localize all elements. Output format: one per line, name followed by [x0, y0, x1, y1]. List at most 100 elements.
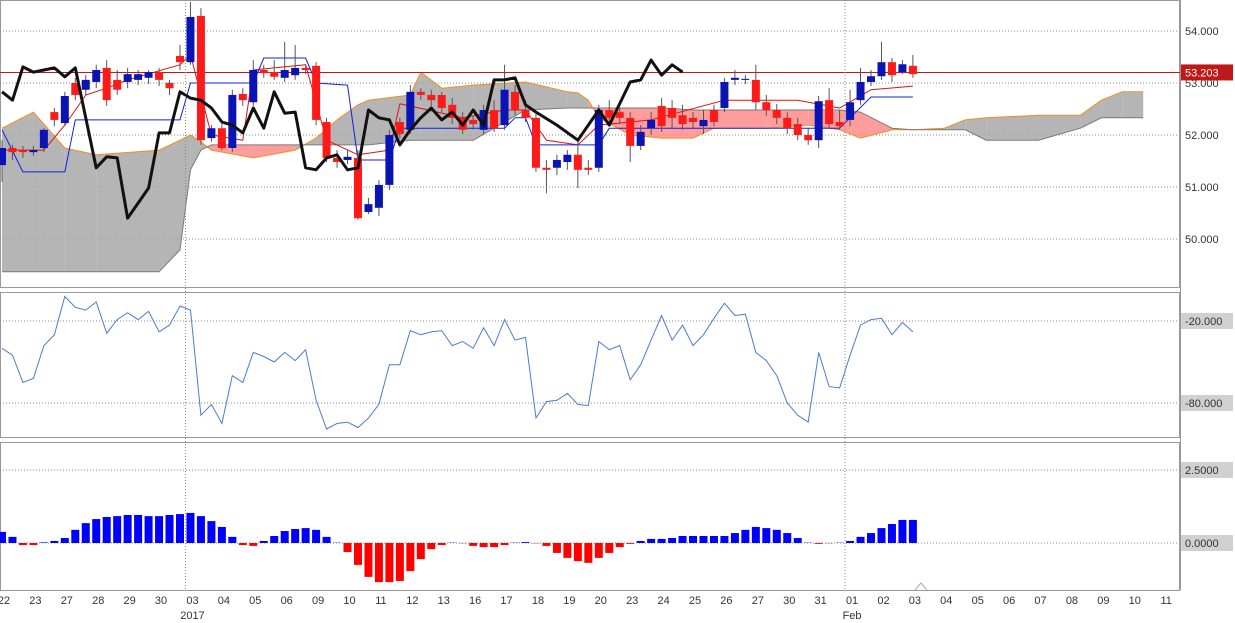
candle-body — [647, 119, 656, 129]
bar — [479, 542, 488, 548]
candle-body — [772, 110, 781, 118]
bar — [887, 524, 896, 543]
bar — [856, 536, 865, 543]
cloud-span-line — [1, 71, 1144, 159]
bar — [406, 542, 415, 572]
bar — [730, 533, 739, 543]
bar — [678, 535, 687, 543]
x-tick-label: 12 — [406, 595, 418, 607]
bar — [594, 542, 603, 558]
candle-body — [720, 81, 729, 108]
x-tick-label: 29 — [124, 595, 136, 607]
candle-body — [814, 101, 823, 141]
candle-body — [39, 129, 48, 148]
cloud-fill — [808, 110, 840, 130]
bar — [238, 542, 247, 546]
cloud-fill — [1080, 100, 1102, 129]
candle-body — [594, 110, 603, 168]
y-tick-box — [1181, 313, 1233, 329]
panel — [1, 295, 914, 430]
candle-body — [835, 121, 844, 127]
bar — [134, 514, 143, 543]
panel — [0, 512, 917, 583]
bar — [18, 542, 27, 546]
x-tick-label: 11 — [1160, 595, 1171, 607]
x-tick-label: 25 — [689, 595, 701, 607]
cloud-fill — [2, 112, 34, 272]
candle-body — [175, 55, 184, 63]
bar — [207, 521, 216, 543]
cloud-fill — [567, 91, 578, 108]
x-tick-label: 30 — [783, 595, 795, 607]
x-sublabel: 2017 — [180, 610, 204, 622]
candle-body — [469, 119, 478, 125]
last-price-label: 53.203 — [1185, 67, 1219, 79]
bar — [615, 542, 624, 548]
candle-body — [270, 72, 279, 77]
x-tick-label: 06 — [1003, 595, 1015, 607]
x-tick-label: 16 — [469, 595, 481, 607]
x-tick-label: 22 — [0, 595, 10, 607]
x-tick-label: 18 — [532, 595, 544, 607]
bar — [898, 519, 907, 543]
bar — [689, 535, 698, 543]
candle-body — [751, 79, 760, 103]
y-tick-label: -80.000 — [1185, 398, 1222, 410]
candle-body — [113, 79, 122, 90]
cloud-fill — [577, 92, 589, 108]
panel-frame — [0, 292, 1180, 438]
bar — [793, 538, 802, 543]
cloud-fill — [337, 104, 358, 145]
candle-body — [102, 67, 111, 101]
candle-body — [730, 77, 739, 80]
scroll-marker — [914, 582, 928, 591]
bar — [772, 529, 781, 543]
bar — [39, 542, 48, 543]
candle-body — [196, 15, 205, 141]
candle-body — [490, 110, 499, 129]
candle-body — [165, 82, 174, 89]
x-tick-label: 09 — [312, 595, 324, 607]
bar — [291, 528, 300, 543]
candle-body — [877, 62, 886, 77]
candle-body — [228, 94, 237, 148]
bar — [228, 536, 237, 543]
bar — [102, 517, 111, 543]
bar — [385, 542, 394, 583]
candle-body — [71, 82, 80, 95]
bar — [490, 542, 499, 548]
cloud-fill — [190, 134, 201, 170]
candle-body — [887, 62, 896, 76]
candle-body — [898, 64, 907, 73]
candle-body — [50, 112, 59, 120]
candle-body — [563, 154, 572, 163]
candle-body — [668, 107, 677, 118]
bar — [563, 542, 572, 558]
bar — [60, 538, 69, 543]
x-tick-label: 05 — [972, 595, 984, 607]
bar — [552, 542, 561, 553]
candle-body — [437, 94, 446, 108]
cloud-fill — [630, 107, 662, 139]
bar — [270, 535, 279, 543]
bar — [846, 540, 855, 543]
cloud-fill — [441, 85, 474, 141]
x-sublabel: Feb — [843, 610, 862, 622]
bar — [343, 542, 352, 553]
candle-body — [511, 91, 520, 111]
bar — [699, 535, 708, 543]
x-tick-label: 01 — [846, 595, 858, 607]
bar — [668, 538, 677, 543]
bar — [301, 528, 310, 543]
y-tick-label: 50.000 — [1185, 234, 1219, 246]
y-tick-label: 2.5000 — [1185, 465, 1219, 477]
cloud-fill — [357, 100, 369, 145]
cloud-fill — [1038, 115, 1081, 141]
x-tick-label: 23 — [29, 595, 41, 607]
x-tick-label: 03 — [186, 595, 198, 607]
bar — [259, 540, 268, 543]
bar — [657, 538, 666, 543]
candle-body — [573, 154, 582, 170]
x-tick-label: 20 — [595, 595, 607, 607]
